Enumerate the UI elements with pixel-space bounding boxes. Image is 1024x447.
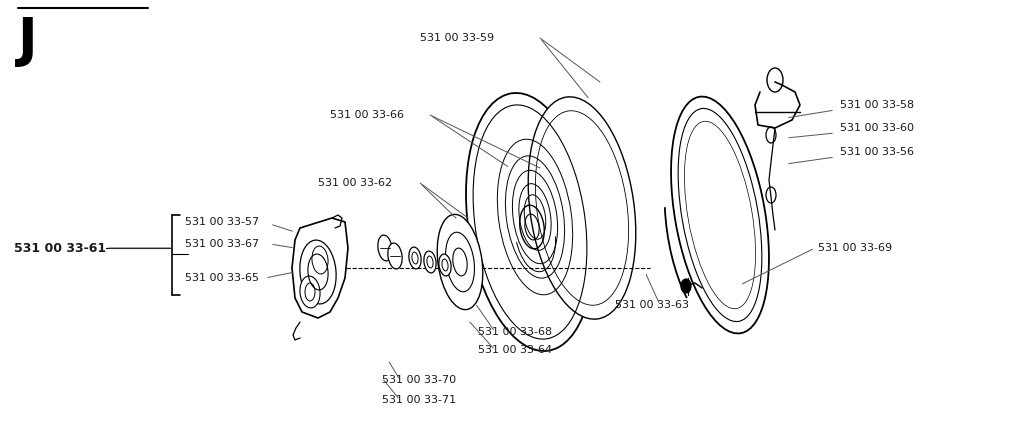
Text: 531 00 33-71: 531 00 33-71 xyxy=(382,395,456,405)
Ellipse shape xyxy=(378,235,392,261)
Text: J: J xyxy=(18,15,38,67)
Text: 531 00 33-65: 531 00 33-65 xyxy=(185,273,259,283)
Text: 531 00 33-61: 531 00 33-61 xyxy=(14,241,106,254)
Text: 531 00 33-60: 531 00 33-60 xyxy=(840,123,914,133)
Text: 531 00 33-64: 531 00 33-64 xyxy=(478,345,552,355)
Text: 531 00 33-59: 531 00 33-59 xyxy=(420,33,495,43)
Text: 531 00 33-68: 531 00 33-68 xyxy=(478,327,552,337)
Text: 531 00 33-56: 531 00 33-56 xyxy=(840,147,914,157)
Text: 531 00 33-58: 531 00 33-58 xyxy=(840,100,914,110)
Text: 531 00 33-70: 531 00 33-70 xyxy=(382,375,456,385)
Text: 531 00 33-67: 531 00 33-67 xyxy=(185,239,259,249)
Ellipse shape xyxy=(409,247,421,269)
Ellipse shape xyxy=(528,97,636,319)
Text: 531 00 33-57: 531 00 33-57 xyxy=(185,217,259,227)
Text: 531 00 33-66: 531 00 33-66 xyxy=(330,110,404,120)
Ellipse shape xyxy=(681,279,691,293)
Ellipse shape xyxy=(424,251,436,273)
Ellipse shape xyxy=(466,93,594,351)
Ellipse shape xyxy=(300,240,336,304)
Ellipse shape xyxy=(671,97,769,333)
Ellipse shape xyxy=(388,243,402,269)
Polygon shape xyxy=(292,218,348,318)
Text: 531 00 33-69: 531 00 33-69 xyxy=(818,243,892,253)
Text: 531 00 33-63: 531 00 33-63 xyxy=(615,300,689,310)
Text: 531 00 33-62: 531 00 33-62 xyxy=(318,178,392,188)
Ellipse shape xyxy=(300,276,321,308)
Ellipse shape xyxy=(437,215,482,310)
Ellipse shape xyxy=(439,254,452,276)
